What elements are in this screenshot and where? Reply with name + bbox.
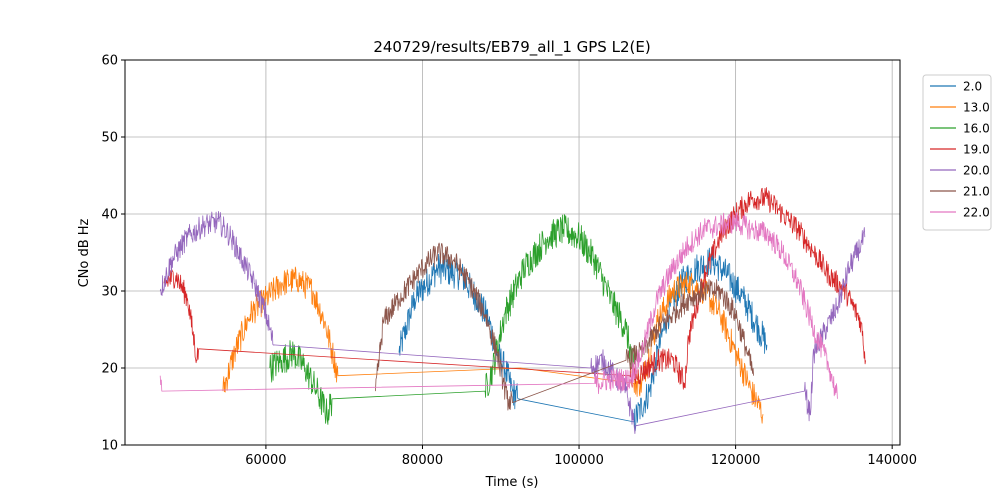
y-tick-label: 30 xyxy=(101,285,118,300)
y-tick-label: 20 xyxy=(101,362,118,377)
y-tick-label: 50 xyxy=(101,131,118,146)
ticks: 60000 80000 100000 120000 140000 10 20 30 40 50 60 xyxy=(101,54,917,469)
series-layer xyxy=(159,187,866,434)
y-tick-label: 40 xyxy=(101,208,118,223)
legend-entry-label: 2.0 xyxy=(963,80,982,94)
series-line-20-0 xyxy=(159,211,866,434)
x-tick-label: 140000 xyxy=(867,453,917,468)
legend-entry-label: 20.0 xyxy=(963,164,990,178)
plot-area xyxy=(159,187,866,434)
legend-entry-label: 16.0 xyxy=(963,122,990,136)
x-tick-label: 80000 xyxy=(402,453,443,468)
series-line-21-0 xyxy=(375,242,754,411)
y-tick-label: 60 xyxy=(101,54,118,69)
legend-entry-label: 19.0 xyxy=(963,143,990,157)
x-tick-label: 120000 xyxy=(711,453,761,468)
legend-entry-label: 22.0 xyxy=(963,206,990,220)
chart-title: 240729/results/EB79_all_1 GPS L2(E) xyxy=(373,38,650,57)
plot-frame xyxy=(124,59,901,446)
y-tick-label: 10 xyxy=(101,439,118,454)
y-axis-label: CNo dB Hz xyxy=(77,218,92,287)
series-line-19-0 xyxy=(163,187,866,390)
legend-entry-label: 21.0 xyxy=(963,185,990,199)
series-line-16-0 xyxy=(269,214,635,425)
legend-entry-label: 13.0 xyxy=(963,101,990,115)
series-line-2-0 xyxy=(398,247,768,432)
series-line-22-0 xyxy=(159,211,838,399)
legend: 2.0 13.0 16.0 19.0 20.0 21.0 22.0 xyxy=(922,74,992,231)
x-axis-label: Time (s) xyxy=(485,475,539,490)
x-tick-label: 100000 xyxy=(554,453,604,468)
series-line-13-0 xyxy=(222,266,764,424)
x-tick-label: 60000 xyxy=(245,453,286,468)
